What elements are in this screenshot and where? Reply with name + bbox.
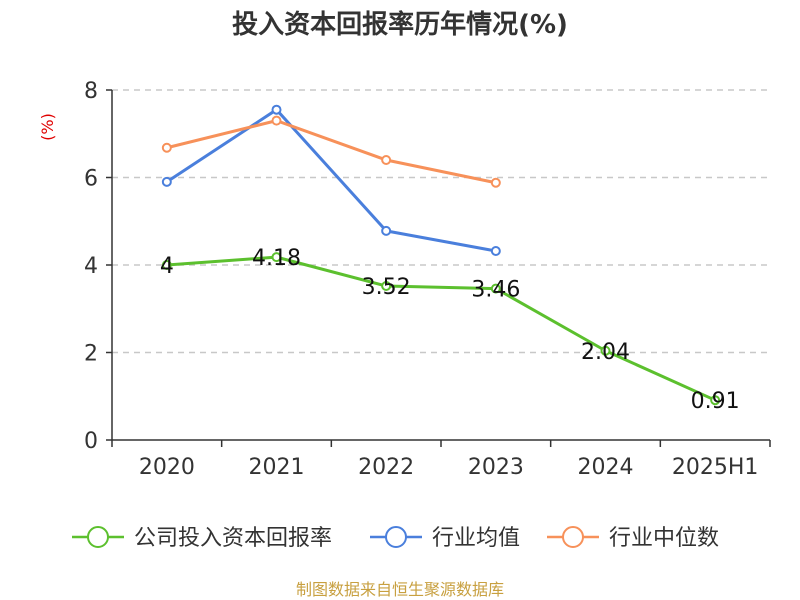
legend-item: 公司投入资本回报率	[72, 526, 332, 551]
x-tick-label: 2024	[578, 455, 634, 480]
data-point	[161, 260, 172, 270]
data-point	[490, 177, 501, 188]
data-label: 2.04	[581, 340, 630, 365]
data-point	[161, 176, 172, 187]
legend-label: 行业均值	[432, 526, 520, 551]
data-point	[490, 246, 501, 256]
data-point	[490, 283, 501, 294]
data-point	[600, 345, 611, 356]
chart-title: 投入资本回报率历年情况(%)	[232, 9, 568, 40]
x-tick-label: 2020	[139, 455, 195, 480]
legend: 公司投入资本回报率 行业均值 行业中位数	[72, 526, 719, 551]
data-point	[710, 395, 721, 406]
legend-marker	[385, 526, 407, 548]
data-labels: 4 4.18 3.52 3.46 2.04 0.91	[160, 246, 740, 414]
data-point	[161, 142, 172, 153]
y-axis-unit: (%)	[38, 113, 57, 141]
data-label: 0.91	[691, 389, 740, 414]
data-label: 4	[160, 254, 174, 279]
legend-item: 行业均值	[370, 526, 520, 551]
axes: 0 2 4 6 8 2020 2021 2022 2023 2024 2025H1	[84, 79, 771, 480]
data-point	[271, 115, 282, 126]
y-tick-label: 6	[84, 167, 98, 192]
y-tick-label: 8	[84, 79, 98, 104]
legend-item: 行业中位数	[547, 526, 719, 551]
series	[161, 104, 721, 406]
y-tick-label: 2	[84, 342, 98, 367]
data-point	[271, 252, 282, 263]
x-tick-label: 2023	[468, 455, 524, 480]
legend-label: 公司投入资本回报率	[134, 526, 332, 551]
x-tick-label: 2021	[249, 455, 305, 480]
series-line	[166, 108, 497, 253]
series-line	[166, 255, 716, 402]
data-point	[381, 281, 392, 291]
x-tick-label: 2025H1	[672, 455, 759, 480]
data-label: 3.52	[362, 275, 411, 300]
legend-marker	[87, 526, 109, 548]
legend-label: 行业中位数	[609, 526, 719, 551]
data-label: 3.46	[471, 278, 520, 303]
y-tick-label: 4	[84, 254, 98, 279]
series-line	[166, 119, 497, 185]
legend-marker	[562, 526, 584, 548]
x-tick-label: 2022	[358, 455, 414, 480]
data-label: 4.18	[252, 246, 301, 271]
data-point	[381, 155, 392, 165]
y-tick-label: 0	[84, 429, 98, 454]
data-point	[381, 225, 392, 236]
grid	[112, 89, 770, 354]
data-point	[271, 104, 282, 115]
source-note: 制图数据来自恒生聚源数据库	[296, 580, 504, 599]
